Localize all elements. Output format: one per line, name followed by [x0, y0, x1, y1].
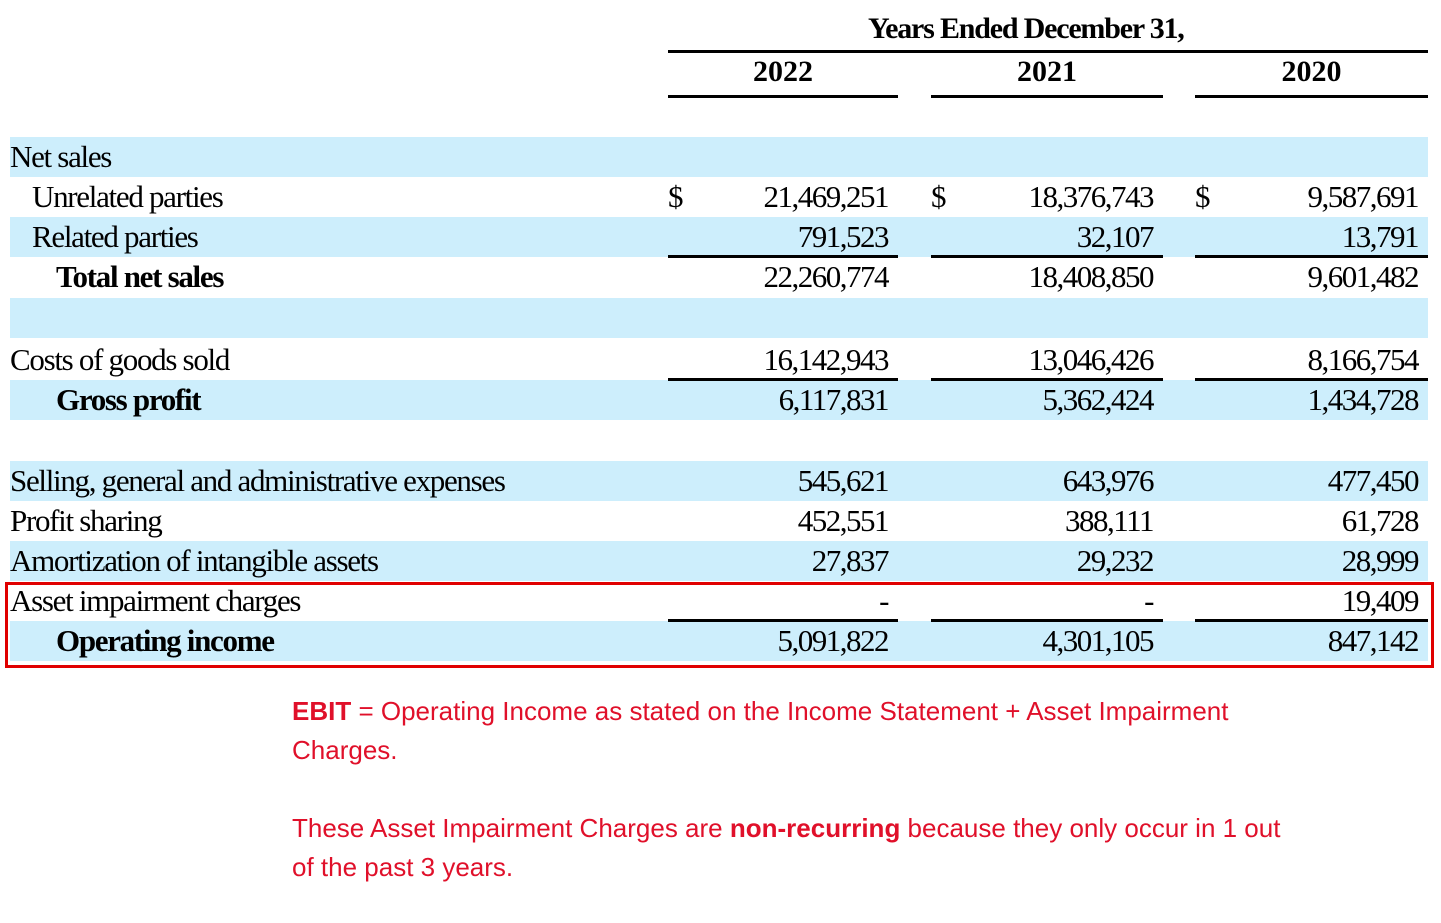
table-row: Selling, general and administrative expe…: [10, 461, 1428, 501]
table-row: Gross profit 6,117,831 5,362,424 1,434,728: [10, 378, 1428, 420]
currency-symbol: $: [931, 179, 947, 214]
table-row: Net sales: [10, 137, 1428, 177]
cell-value: 61,728: [1341, 503, 1420, 538]
row-label: Gross profit: [56, 382, 202, 417]
cell-value: 5,091,822: [777, 623, 890, 658]
currency-symbol: $: [1195, 179, 1211, 214]
cell-value: 18,376,743: [1028, 179, 1155, 214]
subtotal-rule: [931, 255, 1163, 258]
subtotal-rule: [931, 619, 1163, 622]
currency-symbol: $: [668, 179, 684, 214]
table-row: Unrelated parties $21,469,251 $18,376,743 $…: [10, 177, 1428, 217]
subtotal-rule: [668, 619, 898, 622]
cell-value: -: [1144, 583, 1154, 618]
table-row: [10, 298, 1428, 338]
ebit-definition: = Operating Income as stated on the Inco…: [292, 696, 1229, 765]
table-row: Total net sales 22,260,774 18,408,850 9,601…: [10, 255, 1428, 297]
cell-value: 477,450: [1327, 463, 1420, 498]
table-row: Amortization of intangible assets 27,837 2…: [10, 541, 1428, 581]
row-label: Asset impairment charges: [10, 583, 302, 618]
row-label: Costs of goods sold: [10, 342, 230, 377]
nr-pre: These Asset Impairment Charges are: [292, 813, 730, 843]
row-label: Operating income: [56, 623, 275, 658]
row-label: Related parties: [32, 219, 199, 254]
cell-value: 27,837: [811, 543, 890, 578]
column-group-title: Years Ended December 31,: [868, 12, 1185, 45]
subtotal-rule: [1195, 378, 1428, 381]
year-2022: 2022: [668, 55, 898, 98]
cell-value: 5,362,424: [1042, 382, 1155, 417]
cell-value: 4,301,105: [1042, 623, 1155, 658]
cell-value: 13,791: [1341, 219, 1420, 254]
subtotal-rule: [668, 255, 898, 258]
subtotal-rule: [668, 378, 898, 381]
row-label: Total net sales: [56, 259, 224, 294]
cell-value: 19,409: [1341, 583, 1420, 618]
cell-value: 847,142: [1327, 623, 1420, 658]
subtotal-rule: [1195, 255, 1428, 258]
year-2020: 2020: [1195, 55, 1428, 98]
nonrecurring-note: These Asset Impairment Charges are non-r…: [292, 809, 1292, 887]
cell-value: 452,551: [797, 503, 890, 538]
cell-value: 29,232: [1076, 543, 1155, 578]
ebit-note: EBIT = Operating Income as stated on the…: [292, 692, 1292, 770]
header-rule: [668, 50, 1428, 53]
table-row: Related parties 791,523 32,107 13,791: [10, 217, 1428, 257]
table-row: Operating income 5,091,822 4,301,105 847,14…: [10, 619, 1428, 661]
nr-post: because they only occur in 1 out of the …: [292, 813, 1281, 882]
row-label: Profit sharing: [10, 503, 163, 538]
table-row: Costs of goods sold 16,142,943 13,046,426 8…: [10, 340, 1428, 380]
cell-value: 28,999: [1341, 543, 1420, 578]
cell-value: 388,111: [1065, 503, 1154, 538]
cell-value: 6,117,831: [778, 382, 890, 417]
subtotal-rule: [931, 378, 1163, 381]
highlight-box: [5, 582, 1434, 668]
table-row: Asset impairment charges - - 19,409: [10, 581, 1428, 621]
cell-value: 21,469,251: [763, 179, 890, 214]
cell-value: 9,601,482: [1307, 259, 1420, 294]
cell-value: 32,107: [1076, 219, 1155, 254]
cell-value: 16,142,943: [763, 342, 890, 377]
cell-value: 13,046,426: [1028, 342, 1155, 377]
cell-value: 643,976: [1062, 463, 1155, 498]
cell-value: 18,408,850: [1028, 259, 1155, 294]
cell-value: 9,587,691: [1307, 179, 1420, 214]
year-2021: 2021: [931, 55, 1163, 98]
cell-value: 1,434,728: [1307, 382, 1420, 417]
table-row: [10, 421, 1428, 461]
row-label: Net sales: [10, 139, 112, 174]
cell-value: 8,166,754: [1307, 342, 1420, 377]
cell-value: 791,523: [797, 219, 890, 254]
cell-value: 545,621: [797, 463, 890, 498]
table-row: Profit sharing 452,551 388,111 61,728: [10, 501, 1428, 541]
ebit-term: EBIT: [292, 696, 352, 726]
row-label: Unrelated parties: [32, 179, 224, 214]
cell-value: 22,260,774: [763, 259, 890, 294]
nr-bold: non-recurring: [729, 813, 901, 843]
subtotal-rule: [1195, 619, 1428, 622]
row-label: Amortization of intangible assets: [10, 543, 379, 578]
row-label: Selling, general and administrative expe…: [10, 463, 506, 498]
cell-value: -: [879, 583, 889, 618]
